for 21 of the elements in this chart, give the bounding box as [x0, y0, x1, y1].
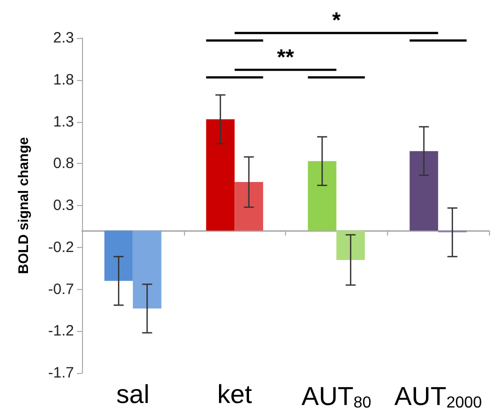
bar [336, 230, 365, 260]
y-tick-label: 0.8 [53, 155, 74, 172]
y-axis-title: BOLD signal change [15, 136, 31, 274]
annotation: ** [276, 44, 294, 70]
bar [410, 151, 438, 231]
text: * [332, 7, 342, 32]
bar [308, 161, 336, 231]
x-tick-label: ket [217, 379, 253, 409]
bar [234, 182, 264, 231]
y-tick-label: -1.7 [48, 364, 74, 382]
bar [104, 230, 133, 281]
y-tick-label: 2.3 [53, 30, 74, 46]
bar [132, 230, 162, 309]
y-tick-label: 0.3 [53, 197, 74, 214]
bar [206, 119, 235, 231]
y-tick-label: -0.7 [48, 280, 74, 298]
y-tick-label: -1.2 [48, 322, 74, 340]
y-tick-label: -0.2 [48, 238, 74, 256]
y-tick-label: 1.8 [53, 71, 74, 88]
y-tick-label: 1.3 [53, 113, 74, 130]
x-tick-label: sal [116, 379, 150, 409]
